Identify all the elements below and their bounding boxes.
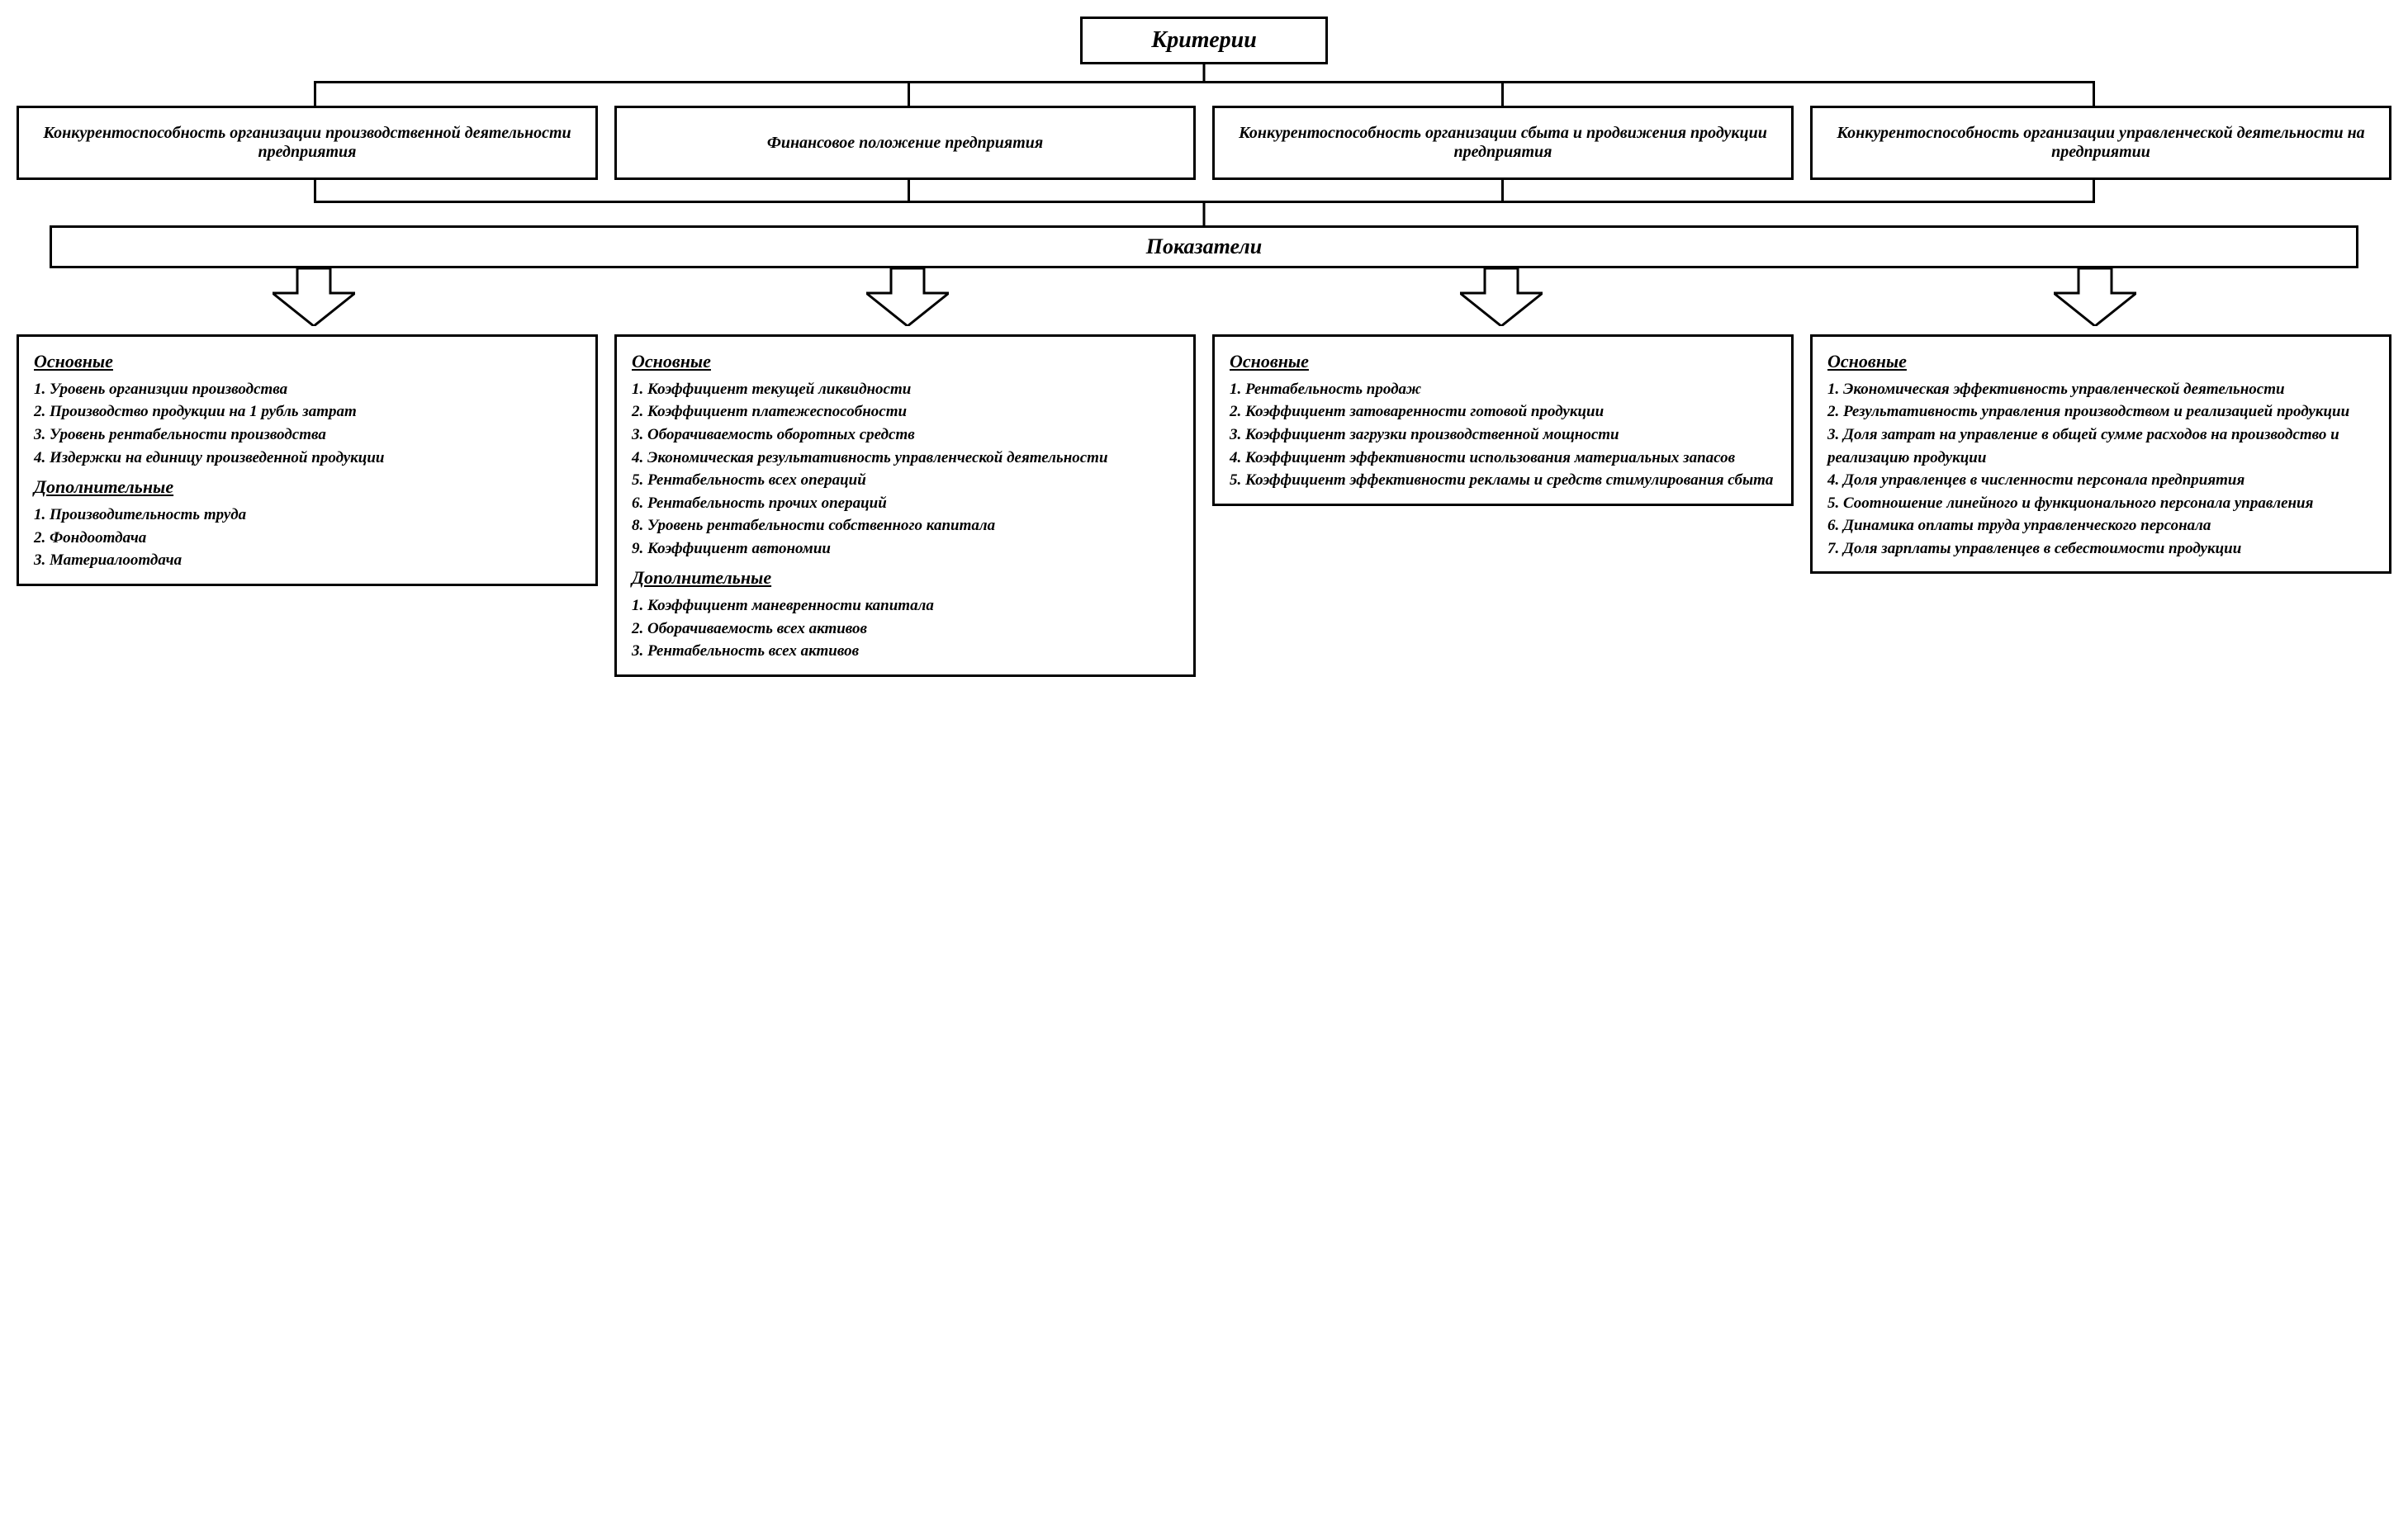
criterion-sales: Конкурентоспособность организации сбыта … <box>1212 106 1794 180</box>
list-item: 3. Рентабельность всех активов <box>632 640 1178 663</box>
criterion-label: Конкурентоспособность организации произв… <box>32 124 582 162</box>
list-item: 3. Уровень рентабельности производства <box>34 424 581 447</box>
list-item: 5. Коэффициент эффективности рекламы и с… <box>1230 469 1776 492</box>
indicators-bar: Показатели <box>50 225 2358 268</box>
list-item: 2. Коэффициент затоваренности готовой пр… <box>1230 400 1776 424</box>
list-item: 2. Фондоотдача <box>34 527 581 550</box>
detail-box-sales: Основные 1. Рентабельность продаж2. Коэфф… <box>1212 334 1794 506</box>
detail-box-management: Основные 1. Экономическая эффективность у… <box>1810 334 2391 574</box>
detail-box-production: Основные 1. Уровень организции производст… <box>17 334 598 586</box>
list-item: 2. Производство продукции на 1 рубль зат… <box>34 400 581 424</box>
criteria-diagram: Критерии Конкурентоспособность организац… <box>17 17 2391 677</box>
list-item: 4. Издержки на единицу произведенной про… <box>34 447 581 470</box>
list-item: 5. Рентабельность всех операций <box>632 469 1178 492</box>
list-item: 6. Рентабельность прочих операций <box>632 492 1178 515</box>
list-item: 2. Результативность управления производс… <box>1827 400 2374 424</box>
section-heading-main: Основные <box>1827 348 2374 375</box>
list-item: 1. Экономическая эффективность управленч… <box>1827 378 2374 401</box>
criterion-label: Конкурентоспособность организации управл… <box>1826 124 2376 162</box>
list-item: 2. Оборачиваемость всех активов <box>632 618 1178 641</box>
connector-criteria-to-indicators <box>17 180 2391 225</box>
section-heading-additional: Дополнительные <box>34 474 581 500</box>
arrow-down-icon <box>273 268 355 326</box>
list-item: 4. Доля управленцев в численности персон… <box>1827 469 2374 492</box>
list-item: 4. Коэффициент эффективности использован… <box>1230 447 1776 470</box>
list-item: 6. Динамика оплаты труда управленческого… <box>1827 514 2374 537</box>
arrow-down-icon <box>1460 268 1543 326</box>
detail-box-financial: Основные 1. Коэффициент текущей ликвиднос… <box>614 334 1196 677</box>
list-item: 1. Рентабельность продаж <box>1230 378 1776 401</box>
root-label: Критерии <box>1151 27 1257 53</box>
section-heading-main: Основные <box>1230 348 1776 375</box>
list-item: 7. Доля зарплаты управленцев в себестоим… <box>1827 537 2374 561</box>
criterion-financial: Финансовое положение предприятия <box>614 106 1196 180</box>
indicators-label: Показатели <box>1146 234 1262 258</box>
criterion-label: Финансовое положение предприятия <box>767 134 1043 153</box>
list-item: 8. Уровень рентабельности собственного к… <box>632 514 1178 537</box>
criterion-label: Конкурентоспособность организации сбыта … <box>1228 124 1778 162</box>
list-item: 3. Коэффициент загрузки производственной… <box>1230 424 1776 447</box>
arrow-row <box>17 268 2391 334</box>
section-heading-main: Основные <box>632 348 1178 375</box>
list-item: 3. Оборачиваемость оборотных средств <box>632 424 1178 447</box>
list-item: 9. Коэффициент автономии <box>632 537 1178 561</box>
root-node: Критерии <box>1080 17 1328 64</box>
list-item: 3. Материалоотдача <box>34 549 581 572</box>
list-item: 2. Коэффициент платежеспособности <box>632 400 1178 424</box>
arrow-down-icon <box>866 268 949 326</box>
section-heading-main: Основные <box>34 348 581 375</box>
list-item: 1. Коэффициент маневренности капитала <box>632 594 1178 618</box>
list-item: 4. Экономическая результативность управл… <box>632 447 1178 470</box>
criteria-row: Конкурентоспособность организации произв… <box>17 106 2391 180</box>
list-item: 1. Коэффициент текущей ликвидности <box>632 378 1178 401</box>
arrow-down-icon <box>2054 268 2136 326</box>
list-item: 5. Соотношение линейного и функционально… <box>1827 492 2374 515</box>
detail-row: Основные 1. Уровень организции производст… <box>17 334 2391 677</box>
criterion-production: Конкурентоспособность организации произв… <box>17 106 598 180</box>
criterion-management: Конкурентоспособность организации управл… <box>1810 106 2391 180</box>
connector-root-to-criteria <box>17 64 2391 106</box>
list-item: 1. Производительность труда <box>34 504 581 527</box>
list-item: 1. Уровень организции производства <box>34 378 581 401</box>
list-item: 3. Доля затрат на управление в общей сум… <box>1827 424 2374 469</box>
section-heading-additional: Дополнительные <box>632 565 1178 591</box>
